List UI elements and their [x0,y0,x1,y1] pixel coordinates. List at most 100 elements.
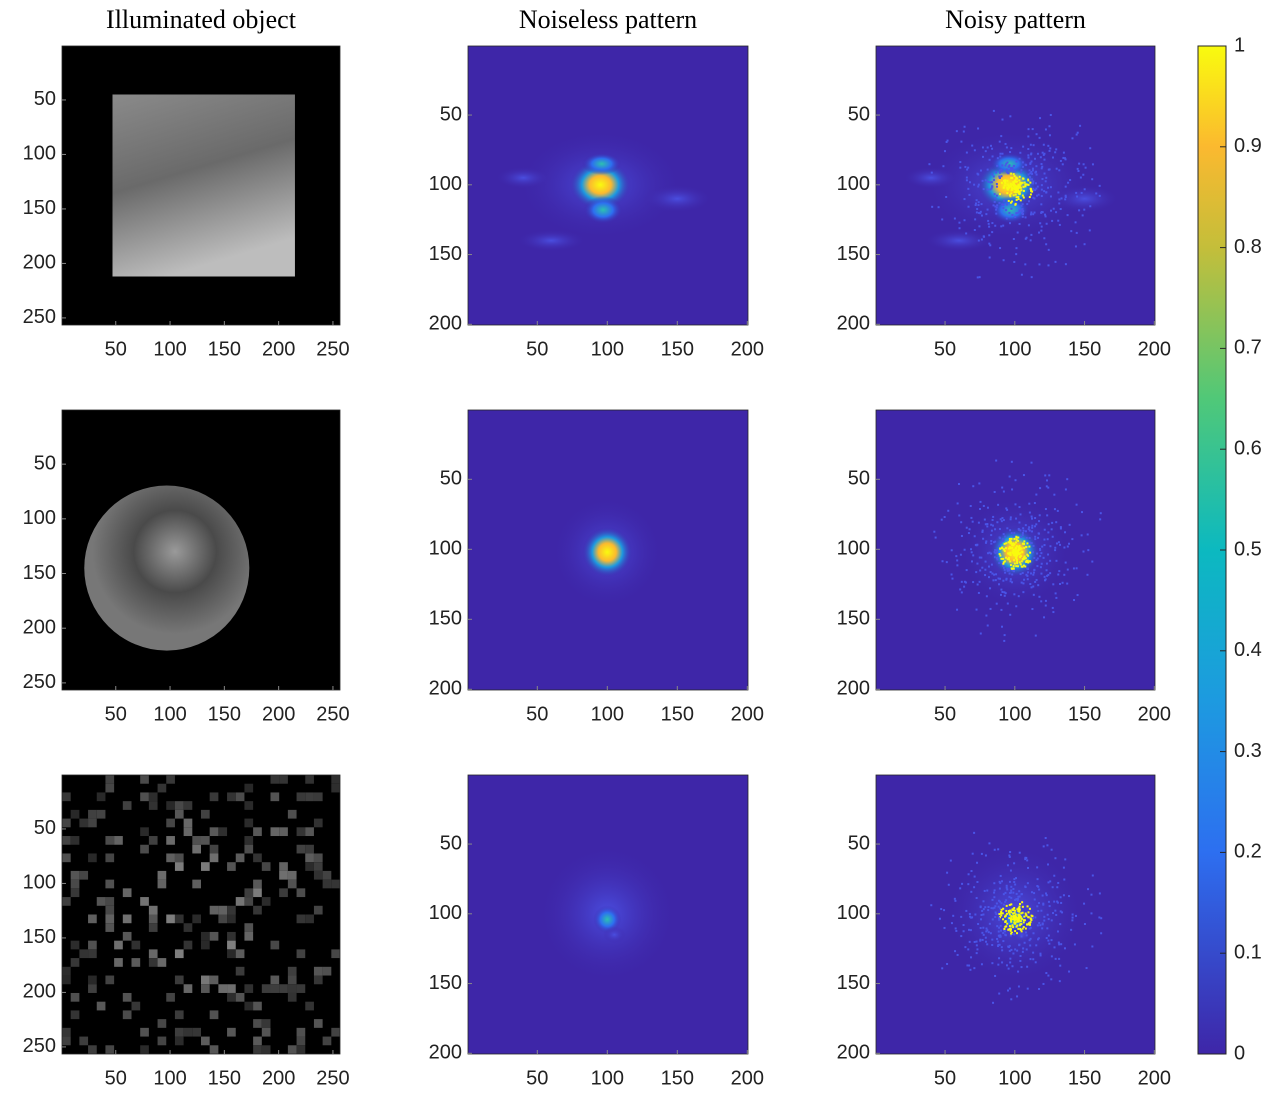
object-pixel [149,949,158,958]
object-pixel [271,984,280,993]
noise-speck [969,969,971,971]
noise-speck [992,155,994,157]
noise-speck [1014,883,1016,885]
object-pixel [201,1037,210,1046]
noise-speck [1035,961,1037,963]
noise-speck [993,574,995,576]
object-pixel [158,880,167,889]
noise-speck [1000,135,1002,137]
x-tick-label: 150 [1068,1067,1101,1089]
noise-speck [1032,574,1034,576]
object-pixel [271,827,280,836]
noise-speck [1064,858,1066,860]
object-pixel [97,792,106,801]
x-tick-label: 200 [731,338,764,360]
object-pixel [279,888,288,897]
noise-speck [1027,905,1029,907]
noise-speck [996,558,998,560]
noise-speck [988,906,990,908]
object-pixel [279,871,288,880]
noise-speck [1015,913,1017,915]
noise-speck [1041,167,1043,169]
object-pixel [279,827,288,836]
noise-speck [1078,163,1080,165]
noise-speck [1003,548,1005,550]
noise-speck [959,161,961,163]
noise-speck [967,167,969,169]
noise-speck [954,898,956,900]
noise-speck [967,188,969,190]
noise-speck [987,220,989,222]
noise-speck [1060,160,1062,162]
noise-speck [1017,540,1019,542]
noise-speck [1076,232,1078,234]
y-tick-label: 100 [429,902,462,924]
object-pixel [140,775,149,784]
noise-speck [974,913,976,915]
object-pixel [331,784,340,793]
noise-speck [1083,209,1085,211]
object-pixel [123,915,132,924]
noise-speck [960,521,962,523]
noise-speck [1002,932,1004,934]
noise-speck [986,525,988,527]
noise-speck [1002,204,1004,206]
noise-speck [1044,544,1046,546]
noise-speck [1069,179,1071,181]
noise-speck [1067,214,1069,216]
noise-speck [1059,965,1061,967]
noise-speck [986,890,988,892]
noise-speck [1009,529,1011,531]
noise-speck [1010,578,1012,580]
noise-speck [1019,852,1021,854]
noise-speck [1007,603,1009,605]
noise-speck [1036,905,1038,907]
noise-speck [1080,176,1082,178]
noise-speck [945,196,947,198]
noise-speck [1027,154,1029,156]
noise-speck [1012,888,1014,890]
noise-speck [1043,539,1045,541]
noise-speck [1062,582,1064,584]
object-pixel [227,949,236,958]
noise-speck [1050,186,1052,188]
image [876,775,1155,1054]
noise-speck [1036,133,1038,135]
noise-speck [998,900,1000,902]
noise-speck [1045,215,1047,217]
noise-speck [1010,189,1012,191]
noise-speck [1028,224,1030,226]
object-pixel [253,1019,262,1028]
noise-speck [1075,915,1077,917]
noise-speck [1013,181,1015,183]
noise-speck [1027,157,1029,159]
noise-speck [1013,934,1015,936]
object-pixel [305,775,314,784]
object-pixel [201,810,210,819]
noise-speck [1061,911,1063,913]
y-tick-label: 100 [429,173,462,195]
noise-speck [1063,574,1065,576]
noise-speck [1004,569,1006,571]
object-pixel [71,888,80,897]
noise-speck [1027,571,1029,573]
noise-speck [1043,237,1045,239]
noise-speck [998,202,1000,204]
noise-speck [1048,264,1050,266]
noise-speck [1041,178,1043,180]
noise-speck [946,963,948,965]
noise-speck [983,188,985,190]
noise-speck [966,964,968,966]
noise-speck [974,218,976,220]
noise-speck [1059,583,1061,585]
noise-speck [1029,162,1031,164]
noise-speck [1043,159,1045,161]
noise-speck [1065,562,1067,564]
noise-speck [989,923,991,925]
noise-speck [1010,934,1012,936]
intensity-blob [495,167,551,189]
object-pixel [305,792,314,801]
object-pixel [297,915,306,924]
noise-speck [1000,875,1002,877]
noise-speck [1033,594,1035,596]
